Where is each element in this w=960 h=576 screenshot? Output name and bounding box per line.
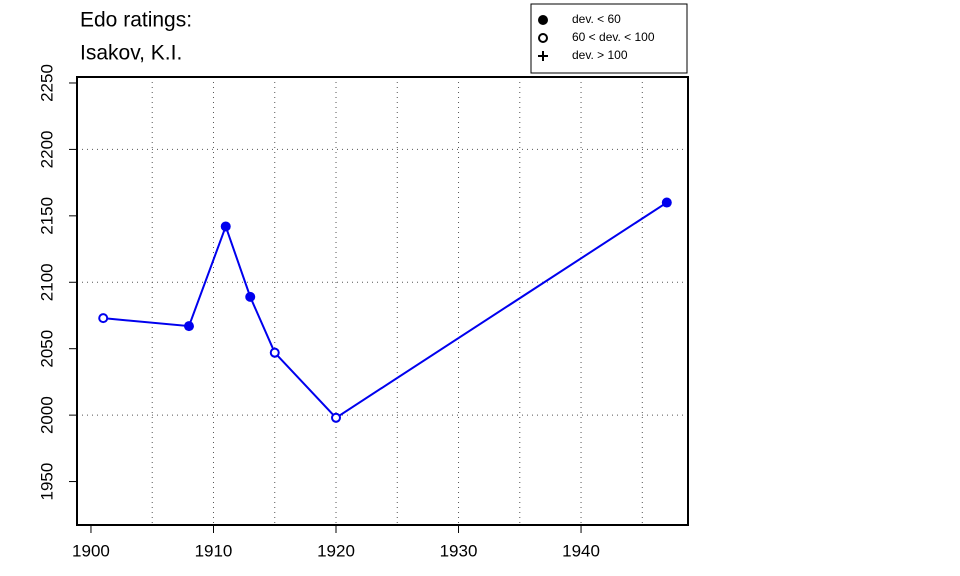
marker <box>538 51 548 61</box>
legend-box <box>530 3 688 74</box>
y-tick-label: 2050 <box>37 330 56 368</box>
legend-label: dev. > 100 <box>572 48 628 62</box>
y-tick-label: 2100 <box>37 263 56 301</box>
marker <box>269 347 280 358</box>
plot-frame <box>76 76 689 526</box>
chart-subtitle: Isakov, K.I. <box>80 42 182 65</box>
marker <box>538 33 548 43</box>
y-tick-label: 1950 <box>37 463 56 501</box>
line <box>103 201 668 420</box>
x-tick-label: 1900 <box>72 541 110 560</box>
marker <box>220 221 231 232</box>
marker <box>538 15 548 25</box>
legend-label: dev. < 60 <box>572 12 621 26</box>
marker <box>245 291 256 302</box>
marker <box>331 412 342 423</box>
y-tick-label: 2000 <box>37 396 56 434</box>
x-tick-label: 1930 <box>440 541 478 560</box>
legend-label: 60 < dev. < 100 <box>572 30 655 44</box>
x-tick-label: 1940 <box>562 541 600 560</box>
y-tick-label: 2250 <box>37 64 56 102</box>
marker <box>98 313 109 324</box>
marker <box>661 197 672 208</box>
chart-title: Edo ratings: <box>80 9 192 32</box>
y-tick-label: 2150 <box>37 197 56 235</box>
marker <box>183 321 194 332</box>
x-tick-label: 1920 <box>317 541 355 560</box>
x-tick-label: 1910 <box>195 541 233 560</box>
y-tick-label: 2200 <box>37 130 56 168</box>
